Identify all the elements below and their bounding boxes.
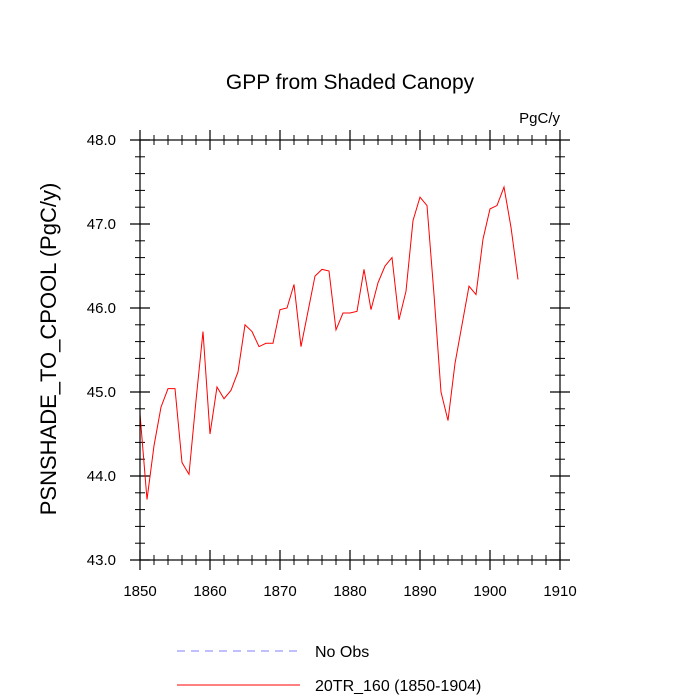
legend-label: No Obs: [315, 644, 369, 661]
y-tick-label: 45.0: [87, 384, 116, 401]
x-tick-label: 1850: [123, 583, 156, 600]
y-tick-label: 46.0: [87, 300, 116, 317]
y-tick-label: 48.0: [87, 132, 116, 149]
y-tick-label: 47.0: [87, 216, 116, 233]
tick-labels: 1850 1860 1870 1880 1890 1900 1910 43.0 44.0 45.0…: [87, 132, 577, 600]
series-line-20tr-160-1850-1904-: [139, 185, 519, 500]
units-label: PgC/y: [519, 110, 560, 127]
x-tick-label: 1880: [333, 583, 366, 600]
y-tick-label: 43.0: [87, 552, 116, 569]
x-tick-label: 1870: [263, 583, 296, 600]
plot-frame: [139, 139, 561, 561]
y-tick-label: 44.0: [87, 468, 116, 485]
series-lines: [139, 185, 519, 500]
y-axis-label: PSNSHADE_TO_CPOOL (PgC/y): [36, 183, 61, 516]
x-tick-label: 1910: [543, 583, 576, 600]
axis-ticks: [130, 130, 570, 570]
x-tick-label: 1860: [193, 583, 226, 600]
x-tick-label: 1900: [473, 583, 506, 600]
legend-label: 20TR_160 (1850-1904): [315, 678, 481, 695]
chart-title: GPP from Shaded Canopy: [226, 71, 475, 94]
legend: No Obs 20TR_160 (1850-1904): [177, 644, 481, 695]
x-tick-label: 1890: [403, 583, 436, 600]
